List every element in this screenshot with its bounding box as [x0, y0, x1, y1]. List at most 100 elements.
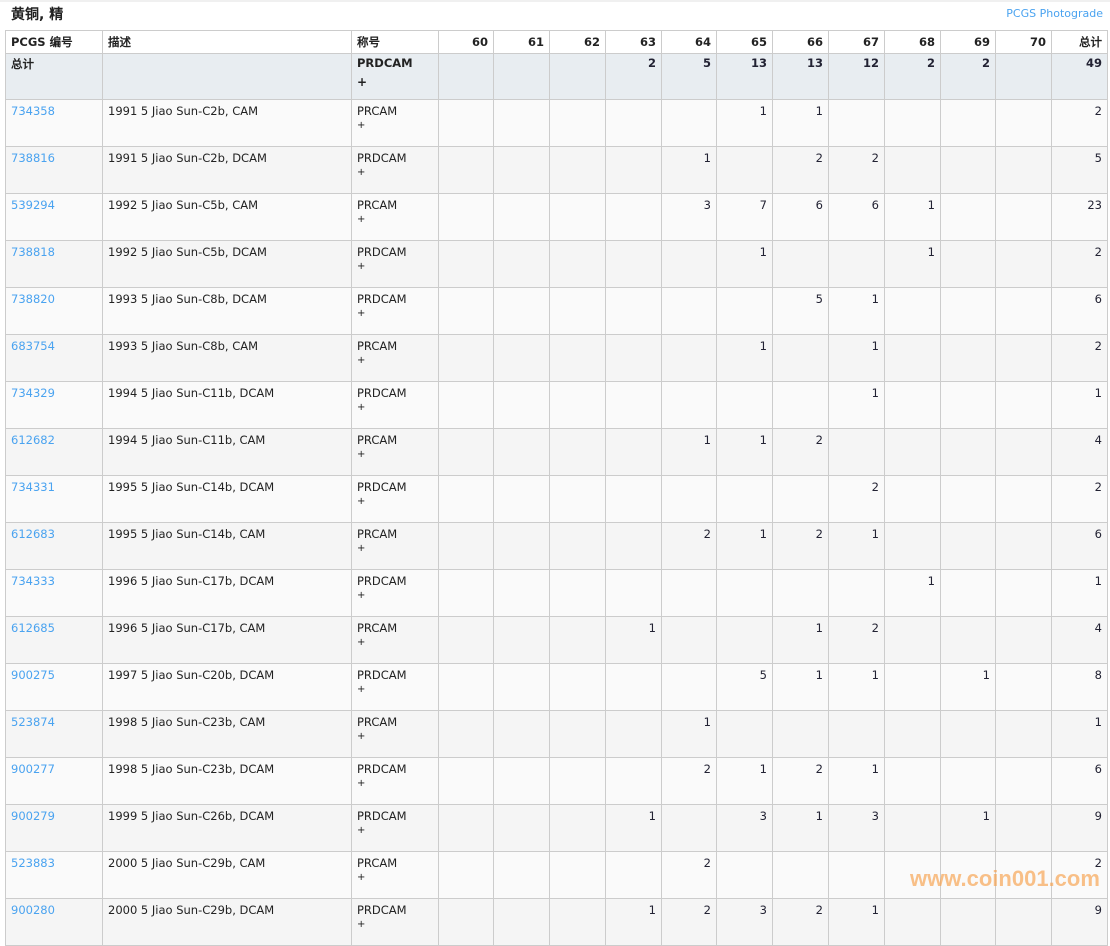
- pcgs-code-link[interactable]: 900279: [11, 809, 55, 823]
- pcgs-code-link[interactable]: 612685: [11, 621, 55, 635]
- grade-count-cell: [995, 569, 1052, 617]
- pcgs-code-link[interactable]: 738820: [11, 292, 55, 306]
- grade-count-cell: [995, 240, 1052, 288]
- grade-count-cell: [549, 851, 606, 899]
- grade-count-cell: 1: [940, 663, 996, 711]
- pcgs-code-link[interactable]: 734329: [11, 386, 55, 400]
- table-row: 738816 1991 5 Jiao Sun-C2b, DCAM PRDCAM +1 2…: [5, 146, 1108, 194]
- grade-count-cell: 1: [661, 146, 717, 194]
- designation-cell: PRCAM +: [351, 851, 439, 899]
- description-cell: 1996 5 Jiao Sun-C17b, CAM: [102, 616, 352, 664]
- designation-text: PRDCAM: [357, 668, 407, 682]
- plus-text: +: [357, 684, 366, 695]
- pcgs-code-link[interactable]: 539294: [11, 198, 55, 212]
- description-cell: 1995 5 Jiao Sun-C14b, CAM: [102, 522, 352, 570]
- header-grade-62: 62: [549, 30, 606, 54]
- grade-count-cell: [940, 287, 996, 335]
- grade-count-cell: 3: [828, 804, 885, 852]
- grade-count-cell: [493, 193, 550, 241]
- code-cell: 900275: [5, 663, 103, 711]
- row-total-cell: 9: [1051, 898, 1108, 946]
- grade-count-cell: [549, 804, 606, 852]
- designation-cell: PRCAM +: [351, 428, 439, 476]
- pcgs-code-link[interactable]: 523874: [11, 715, 55, 729]
- grade-count-cell: [661, 381, 717, 429]
- grade-count-cell: [493, 381, 550, 429]
- grade-count-cell: [716, 475, 773, 523]
- code-cell: 734358: [5, 99, 103, 147]
- grade-count-cell: [605, 287, 662, 335]
- header-total: 总计: [1051, 30, 1108, 54]
- grade-count-cell: 2: [661, 898, 717, 946]
- grade-count-cell: 1: [772, 616, 829, 664]
- designation-cell: PRCAM +: [351, 616, 439, 664]
- grade-count-cell: 1: [884, 240, 941, 288]
- pcgs-code-link[interactable]: 738816: [11, 151, 55, 165]
- grade-count-cell: [438, 428, 494, 476]
- grade-count-cell: [493, 240, 550, 288]
- header-grade-64: 64: [661, 30, 717, 54]
- designation-cell: PRDCAM +: [351, 287, 439, 335]
- code-cell: 683754: [5, 334, 103, 382]
- grade-count-cell: [493, 287, 550, 335]
- description-cell: 2000 5 Jiao Sun-C29b, DCAM: [102, 898, 352, 946]
- grade-count-cell: [661, 99, 717, 147]
- grade-count-cell: 2: [772, 898, 829, 946]
- grade-count-cell: 1: [828, 898, 885, 946]
- total-grade-cell: [438, 53, 494, 100]
- grade-count-cell: [493, 757, 550, 805]
- grade-count-cell: [884, 898, 941, 946]
- pcgs-photograde-link[interactable]: PCGS Photograde: [1006, 7, 1103, 20]
- grade-count-cell: [940, 898, 996, 946]
- designation-text: PRCAM: [357, 433, 398, 447]
- grade-count-cell: 2: [772, 522, 829, 570]
- pcgs-code-link[interactable]: 900280: [11, 903, 55, 917]
- pcgs-code-link[interactable]: 612682: [11, 433, 55, 447]
- grade-count-cell: [438, 99, 494, 147]
- pcgs-code-link[interactable]: 523883: [11, 856, 55, 870]
- grade-count-cell: [995, 334, 1052, 382]
- grade-count-cell: [716, 710, 773, 758]
- designation-cell: PRDCAM +: [351, 663, 439, 711]
- pcgs-code-link[interactable]: 683754: [11, 339, 55, 353]
- table-row: 683754 1993 5 Jiao Sun-C8b, CAM PRCAM +1 1 2: [5, 334, 1108, 382]
- designation-cell: PRDCAM +: [351, 569, 439, 617]
- table-row: 734358 1991 5 Jiao Sun-C2b, CAM PRCAM +1 1 2: [5, 99, 1108, 147]
- table-row: 734333 1996 5 Jiao Sun-C17b, DCAM PRDCAM +1…: [5, 569, 1108, 617]
- pcgs-code-link[interactable]: 734358: [11, 104, 55, 118]
- code-cell: 612685: [5, 616, 103, 664]
- code-cell: 900280: [5, 898, 103, 946]
- pcgs-code-link[interactable]: 734331: [11, 480, 55, 494]
- grade-count-cell: [772, 851, 829, 899]
- header-grade-69: 69: [940, 30, 996, 54]
- row-total-cell: 1: [1051, 569, 1108, 617]
- grade-count-cell: 5: [716, 663, 773, 711]
- grade-count-cell: 1: [661, 428, 717, 476]
- grade-count-cell: [549, 475, 606, 523]
- header-grade-63: 63: [605, 30, 662, 54]
- designation-text: PRDCAM: [357, 386, 407, 400]
- pcgs-code-link[interactable]: 612683: [11, 527, 55, 541]
- pcgs-code-link[interactable]: 734333: [11, 574, 55, 588]
- grade-count-cell: 1: [661, 710, 717, 758]
- pcgs-code-link[interactable]: 900275: [11, 668, 55, 682]
- plus-text: +: [357, 261, 366, 272]
- grade-count-cell: [605, 240, 662, 288]
- grade-count-cell: 1: [828, 287, 885, 335]
- pcgs-code-link[interactable]: 900277: [11, 762, 55, 776]
- grade-count-cell: [884, 616, 941, 664]
- grade-count-cell: 1: [772, 804, 829, 852]
- grade-count-cell: [995, 381, 1052, 429]
- designation-cell: PRDCAM +: [351, 475, 439, 523]
- grade-count-cell: [940, 146, 996, 194]
- grade-count-cell: [549, 616, 606, 664]
- header-grade-61: 61: [493, 30, 550, 54]
- description-cell: 1993 5 Jiao Sun-C8b, CAM: [102, 334, 352, 382]
- grade-count-cell: 1: [716, 522, 773, 570]
- row-total-cell: 2: [1051, 475, 1108, 523]
- grade-count-cell: 1: [828, 381, 885, 429]
- pcgs-code-link[interactable]: 738818: [11, 245, 55, 259]
- total-row: 总计 PRDCAM + 2 5 13 13 12 2 2 49: [5, 53, 1108, 100]
- description-cell: 1998 5 Jiao Sun-C23b, DCAM: [102, 757, 352, 805]
- grade-count-cell: [716, 851, 773, 899]
